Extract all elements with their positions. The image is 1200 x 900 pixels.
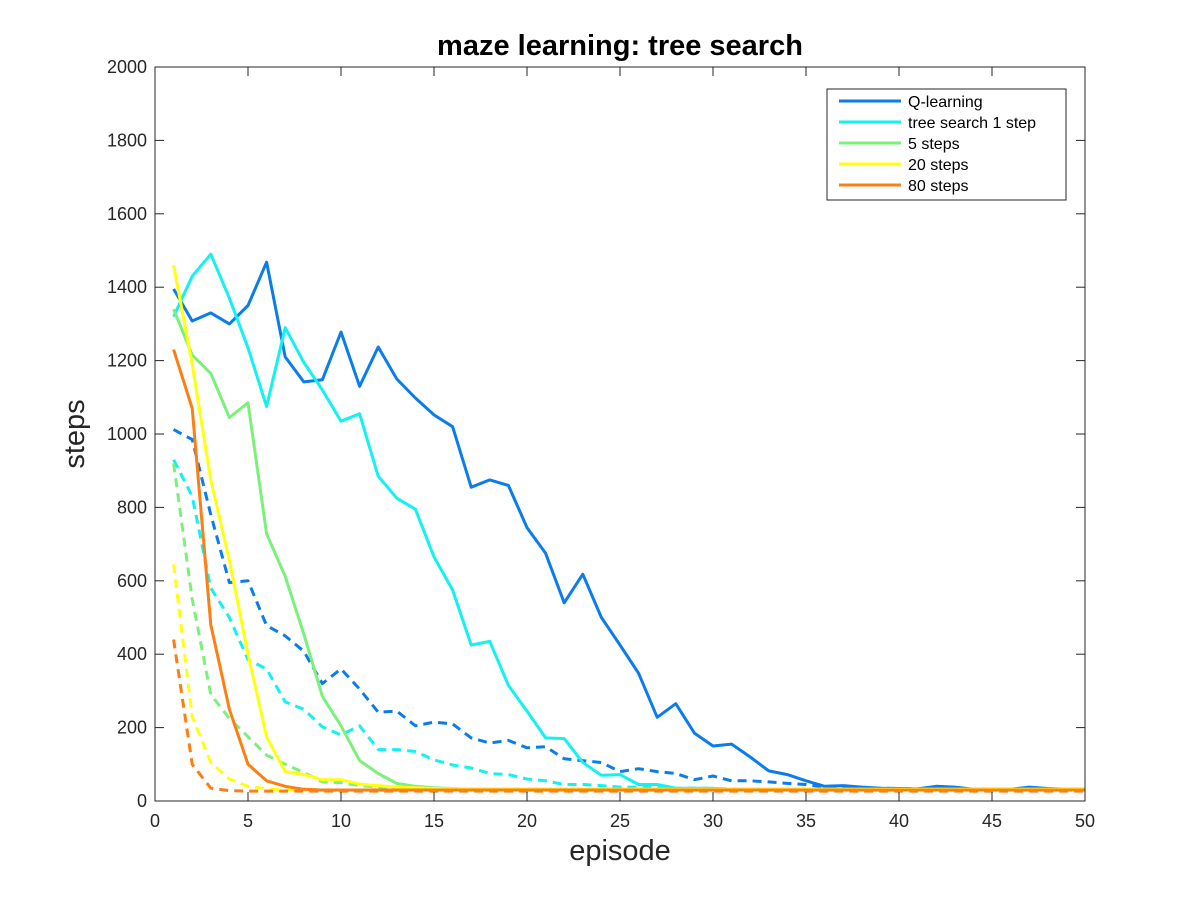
series-line-0 — [172, 260, 1085, 791]
legend: Q-learning tree search 1 step 5 steps 20 st… — [826, 88, 1067, 201]
series-line-7-dashed — [172, 463, 1085, 791]
series-line-4 — [172, 349, 1085, 792]
series-lines — [172, 252, 1085, 793]
y-axis-label: steps — [59, 399, 91, 468]
y-tick-label: 200 — [117, 718, 147, 738]
series-line-8-dashed — [172, 564, 1085, 792]
legend-item-label: 20 steps — [908, 157, 968, 174]
legend-item-label: 80 steps — [908, 178, 968, 195]
y-tick-label: 1600 — [107, 204, 147, 224]
legend-item-label: Q-learning — [908, 94, 983, 111]
y-tick-label: 1000 — [107, 424, 147, 444]
y-tick-label: 2000 — [107, 57, 147, 77]
legend-item-label: 5 steps — [908, 136, 960, 153]
y-tick-label: 0 — [137, 791, 147, 811]
y-tick-label: 1400 — [107, 277, 147, 297]
series-line-1 — [172, 252, 1085, 792]
x-tick-label: 20 — [517, 811, 537, 831]
x-tick-label: 15 — [424, 811, 444, 831]
y-tick-label: 1200 — [107, 351, 147, 371]
y-tick-label: 1800 — [107, 130, 147, 150]
x-tick-label: 5 — [243, 811, 253, 831]
x-tick-label: 30 — [703, 811, 723, 831]
x-tick-label: 50 — [1075, 811, 1095, 831]
chart-title: maze learning: tree search — [437, 30, 803, 62]
x-tick-label: 10 — [331, 811, 351, 831]
axis-ticks: 0 5 10 15 20 25 30 35 40 45 50 0 200 400 600 800 1000 120… — [107, 57, 1095, 831]
x-tick-label: 35 — [796, 811, 816, 831]
series-line-5-dashed — [172, 428, 1085, 791]
legend-item-label: tree search 1 step — [908, 115, 1036, 132]
series-line-6-dashed — [172, 459, 1085, 791]
x-tick-label: 25 — [610, 811, 630, 831]
x-tick-label: 45 — [982, 811, 1002, 831]
x-tick-label: 0 — [150, 811, 160, 831]
y-tick-label: 600 — [117, 571, 147, 591]
series-line-3 — [172, 264, 1085, 791]
y-tick-label: 800 — [117, 497, 147, 517]
x-tick-label: 40 — [889, 811, 909, 831]
x-axis-label: episode — [569, 835, 671, 867]
y-tick-label: 400 — [117, 644, 147, 664]
